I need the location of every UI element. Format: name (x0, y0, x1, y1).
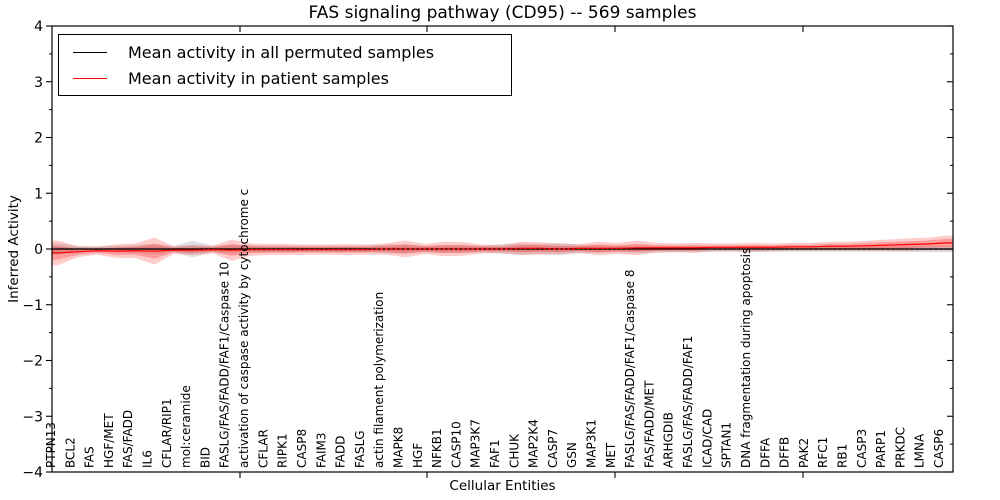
x-category-label: CASP10 (449, 421, 463, 468)
x-category-label: DFFB (778, 437, 792, 468)
y-tick-label: 1 (34, 186, 43, 202)
x-category-label: PRKDC (893, 427, 907, 468)
x-category-label: GSN (565, 442, 579, 468)
x-category-label: CHUK (507, 433, 521, 468)
x-category-label: MET (604, 442, 618, 468)
x-category-label: FASLG/FAS/FADD/FAF1/Caspase 10 (218, 262, 232, 468)
x-category-label: DNA fragmentation during apoptosis (739, 248, 753, 468)
x-category-label: HGF (411, 443, 425, 468)
x-category-label: CASP6 (932, 429, 946, 468)
y-tick-label: −4 (22, 465, 43, 481)
x-category-label: FAIM3 (314, 432, 328, 468)
x-category-label: HGF/MET (102, 413, 116, 468)
x-category-label: ARHGDIB (662, 412, 676, 468)
y-tick-label: 4 (34, 19, 43, 35)
x-category-label: LMNA (913, 433, 927, 468)
x-category-label: activation of caspase activity by cytoch… (237, 189, 251, 468)
x-category-label: PARP1 (874, 430, 888, 468)
chart-title: FAS signaling pathway (CD95) -- 569 samp… (308, 3, 697, 23)
x-category-label: CASP3 (855, 429, 869, 468)
legend-entry: Mean activity in all permuted samples (59, 43, 511, 62)
x-category-label: FAF1 (488, 439, 502, 468)
legend-line-swatch (73, 77, 107, 79)
y-tick-label: −3 (22, 409, 43, 425)
legend-entry-label: Mean activity in all permuted samples (128, 42, 435, 62)
x-category-label: FAS/FADD/MET (642, 380, 656, 468)
x-category-label: MAP3K7 (469, 419, 483, 468)
plot-contents (52, 235, 953, 266)
legend-entry-label: Mean activity in patient samples (128, 68, 389, 88)
x-category-label: RB1 (836, 444, 850, 468)
x-category-label: MAPK8 (392, 427, 406, 468)
y-tick-label: −1 (22, 298, 43, 314)
x-category-label: FASLG/FAS/FADD/FAF1/Caspase 8 (623, 270, 637, 469)
x-category-label: FADD (334, 436, 348, 469)
x-category-label: RIPK1 (276, 433, 290, 468)
x-category-label: MAP2K4 (527, 419, 541, 468)
x-category-label: FAS (83, 446, 97, 468)
x-category-label: MAP3K1 (585, 419, 599, 468)
legend-entry: Mean activity in patient samples (59, 69, 511, 88)
x-category-label: CFLAR (256, 429, 270, 468)
x-category-label: FASLG (353, 430, 367, 468)
x-category-label: SPTAN1 (720, 422, 734, 468)
patient-mean-line (52, 242, 953, 254)
y-tick-label: −2 (22, 354, 43, 370)
x-category-label: FAS/FADD (121, 410, 135, 468)
y-axis-label: Inferred Activity (6, 195, 22, 303)
x-category-label: BID (198, 447, 212, 468)
x-category-label: FASLG/FAS/FADD/FAF1 (681, 336, 695, 468)
y-tick-label: 0 (34, 242, 43, 258)
x-category-label: IL6 (141, 450, 155, 468)
patient-band-outer (52, 235, 953, 266)
x-category-label: PAK2 (797, 438, 811, 468)
x-category-label: mol:ceramide (179, 385, 193, 468)
x-category-label: PTPN13 (44, 422, 58, 468)
x-category-label: DFFA (758, 437, 772, 468)
x-category-label: CASP7 (546, 429, 560, 468)
x-category-label: BCL2 (63, 437, 77, 468)
x-category-label: RFC1 (816, 437, 830, 468)
legend-line-swatch (73, 51, 107, 53)
x-category-label: ICAD/CAD (700, 409, 714, 468)
x-category-label: CASP8 (295, 429, 309, 468)
x-axis-label: Cellular Entities (449, 478, 556, 494)
y-tick-label: 2 (34, 131, 43, 147)
y-tick-label: 3 (34, 75, 43, 91)
legend: Mean activity in all permuted samples Mea… (58, 34, 512, 96)
x-category-label: NFKB1 (430, 428, 444, 468)
x-category-label: actin filament polymerization (372, 292, 386, 468)
x-category-label: CFLAR/RIP1 (160, 398, 174, 468)
